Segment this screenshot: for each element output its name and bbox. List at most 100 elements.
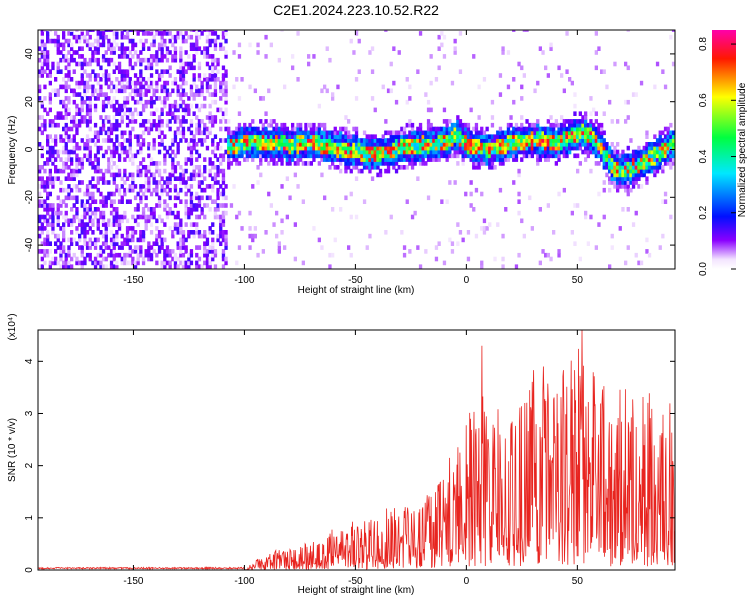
spectrogram-cell	[275, 210, 279, 216]
spectrogram-cell	[70, 115, 74, 120]
spectrogram-cell	[51, 138, 55, 143]
spectrogram-cell	[195, 245, 199, 250]
spectrogram-cell	[589, 96, 593, 101]
spectrogram-cell	[365, 145, 369, 151]
spectrogram-cell	[40, 165, 44, 170]
spectrogram-cell	[323, 134, 327, 139]
spectrogram-cell	[62, 77, 66, 82]
spectrogram-cell	[192, 80, 196, 86]
spectrogram-cell	[165, 92, 170, 97]
spectrogram-cell	[584, 111, 588, 116]
spectrogram-cell	[184, 107, 188, 113]
spectrogram-cell	[163, 38, 167, 44]
spectrogram-cell	[59, 199, 63, 204]
spectrogram-cell	[131, 180, 135, 185]
spectrogram-cell	[655, 157, 660, 162]
spectrogram-cell	[224, 38, 228, 44]
spectrogram-cell	[546, 145, 550, 151]
spectrogram-cell	[205, 260, 210, 266]
spectrogram-cell	[293, 161, 297, 166]
spectrogram-cell	[352, 142, 356, 147]
spectrogram-cell	[400, 153, 404, 159]
spectrogram-cell	[461, 122, 465, 128]
spectrogram-cell	[104, 264, 108, 269]
spectrogram-cell	[232, 184, 236, 189]
x-tick-label: 50	[572, 576, 584, 587]
spectrogram-cell	[221, 138, 226, 143]
spectrogram-cell	[546, 138, 550, 143]
spectrogram-cell	[259, 142, 263, 147]
spectrogram-cell	[440, 126, 444, 132]
spectrogram-cell	[536, 145, 540, 151]
spectrogram-cell	[488, 153, 492, 159]
spectrogram-cell	[312, 157, 316, 162]
spectrogram-cell	[663, 149, 668, 155]
spectrogram-cell	[264, 230, 268, 235]
spectrogram-cell	[72, 145, 76, 151]
spectrogram-cell	[578, 111, 582, 116]
spectrogram-cell	[40, 42, 44, 48]
spectrogram-cell	[179, 249, 183, 254]
spectrogram-cell	[485, 134, 489, 139]
spectrogram-cell	[152, 138, 156, 143]
spectrogram-cell	[91, 30, 95, 32]
spectrogram-cell	[232, 84, 236, 90]
spectrogram-cell	[51, 214, 55, 220]
spectrogram-cell	[248, 226, 252, 231]
spectrogram-cell	[389, 61, 393, 67]
spectrogram-cell	[91, 230, 95, 235]
spectrogram-cell	[120, 50, 124, 55]
spectrogram-cell	[189, 149, 194, 155]
spectrogram-cell	[613, 176, 617, 181]
spectrogram-cell	[293, 134, 297, 139]
spectrogram-cell	[163, 96, 167, 101]
spectrogram-cell	[221, 180, 226, 185]
spectrogram-cell	[253, 226, 257, 231]
spectrogram-cell	[602, 187, 606, 193]
spectrogram-cell	[408, 249, 412, 254]
spectrogram-cell	[373, 165, 377, 170]
spectrogram-cell	[219, 145, 223, 151]
spectrogram-cell	[565, 126, 569, 132]
spectrogram-cell	[560, 126, 564, 132]
spectrogram-cell	[360, 168, 364, 174]
spectrogram-cell	[235, 126, 239, 132]
spectrogram-cell	[216, 233, 220, 239]
spectrogram-cell	[554, 161, 558, 166]
spectrogram-cell	[418, 138, 423, 143]
spectrogram-cell	[437, 126, 441, 132]
spectrogram-cell	[445, 157, 449, 162]
spectrogram-cell	[147, 168, 151, 174]
spectrogram-cell	[78, 84, 82, 90]
spectrogram-cell	[211, 31, 215, 36]
spectrogram-cell	[434, 138, 439, 143]
spectrogram-cell	[626, 153, 630, 159]
spectrogram-cell	[104, 256, 108, 262]
spectrogram-cell	[661, 142, 665, 147]
spectrogram-cell	[283, 84, 287, 90]
spectrogram-cell	[192, 195, 196, 201]
spectrogram-cell	[264, 157, 268, 162]
spectrogram-cell	[251, 233, 255, 239]
spectrogram-cell	[637, 176, 641, 181]
spectrogram-cell	[557, 142, 561, 147]
spectrogram-cell	[99, 214, 103, 220]
spectrogram-cell	[592, 138, 596, 143]
spectrogram-cell	[576, 138, 580, 143]
spectrogram-cell	[181, 260, 186, 266]
spectrogram-cell	[62, 233, 66, 239]
spectrogram-cell	[357, 161, 361, 166]
spectrogram-cell	[520, 138, 524, 143]
spectrogram-cell	[149, 122, 154, 128]
spectrogram-cell	[413, 142, 417, 147]
spectrogram-cell	[277, 153, 281, 159]
spectrogram-cell	[195, 230, 199, 235]
spectrogram-cell	[602, 161, 606, 166]
spectrogram-cell	[624, 180, 628, 185]
spectrogram-cell	[48, 203, 52, 208]
spectrogram-cell	[168, 172, 172, 178]
spectrogram-cell	[112, 115, 116, 120]
spectrogram-cell	[626, 161, 630, 166]
spectrogram-cell	[634, 157, 638, 162]
spectrogram-cell	[157, 161, 162, 166]
